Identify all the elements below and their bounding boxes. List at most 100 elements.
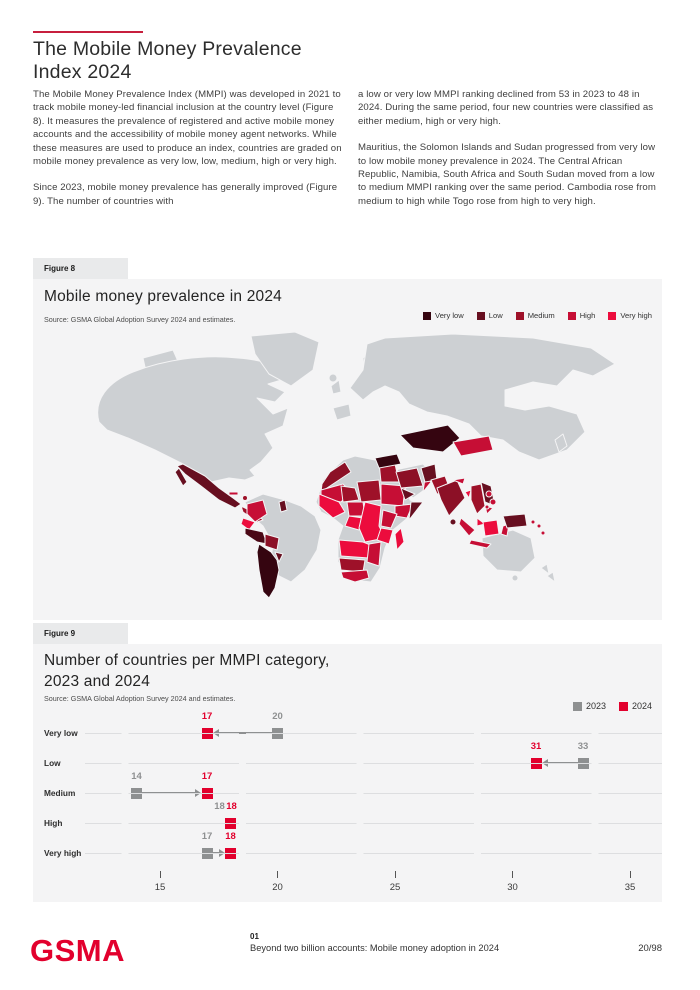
value-label-2023: 18 <box>214 801 225 812</box>
legend-item-high: High <box>567 311 596 320</box>
row-gridline <box>85 733 662 734</box>
map-region-peru <box>244 527 268 545</box>
x-tick-30 <box>512 871 513 878</box>
paragraph: Mauritius, the Solomon Islands and Sudan… <box>358 142 656 207</box>
map-region-madagascar <box>394 527 405 551</box>
map-region-borneo <box>482 519 500 537</box>
map-region-paraguay <box>274 551 284 563</box>
x-tick-label-25: 25 <box>389 882 401 893</box>
figure8-tab: Figure 8 <box>33 258 128 279</box>
legend-item-2024: 2024 <box>618 701 652 711</box>
map-region-bangladesh <box>464 489 472 499</box>
map-region-new-zealand-south <box>546 571 556 583</box>
row-label-medium: Medium <box>44 788 76 798</box>
paragraph: a low or very low MMPI ranking declined … <box>358 89 654 127</box>
map-region-yemen <box>400 487 416 501</box>
row-label-very-high: Very high <box>44 848 82 858</box>
map-region-myanmar-thailand <box>470 483 486 515</box>
map-region-mexico <box>176 463 242 509</box>
map-region-eurasia <box>349 333 616 461</box>
map-region-iberia <box>332 403 352 421</box>
page-title-line1: The Mobile Money Prevalence <box>33 38 302 60</box>
x-tick-label-15: 15 <box>154 882 166 893</box>
map-region-bolivia <box>264 533 280 551</box>
map-region-tasmania <box>511 574 519 582</box>
legend-swatch <box>618 701 628 711</box>
map-region-turkey <box>374 453 402 469</box>
figure8-source: Source: GSMA Global Adoption Survey 2024… <box>44 315 236 324</box>
row-gridline <box>85 793 662 794</box>
figure8-title: Mobile money prevalence in 2024 <box>44 288 282 305</box>
map-region-niger-chad <box>356 479 382 503</box>
value-label-2023: 33 <box>577 741 589 752</box>
map-region-sri-lanka <box>449 518 457 526</box>
map-region-guinea-coast <box>318 493 346 519</box>
map-region-solomon-2 <box>536 523 542 529</box>
footer-chapter: 01 <box>250 932 259 941</box>
legend-swatch <box>608 311 617 320</box>
map-region-zimbabwe-mozambique <box>366 541 382 567</box>
value-label-2024: 17 <box>201 711 213 722</box>
value-label-2024: 18 <box>226 801 237 812</box>
map-region-kazakhstan <box>399 424 461 453</box>
paragraph: The Mobile Money Prevalence Index (MMPI)… <box>33 89 342 168</box>
map-region-namibia-botswana <box>338 557 366 573</box>
map-region-hispaniola <box>242 495 248 501</box>
value-label-2023: 17 <box>201 831 213 842</box>
world-map <box>97 331 616 599</box>
x-tick-35 <box>629 871 631 878</box>
footer-page-number: 20/98 <box>638 943 662 954</box>
row-gridline <box>85 853 662 854</box>
x-tick-20 <box>277 871 278 878</box>
map-region-mongolia <box>452 435 494 457</box>
map-region-solomon-1 <box>530 519 536 525</box>
map-region-uganda-kenya <box>380 509 398 529</box>
map-region-guyanas <box>278 499 288 513</box>
paragraph: Since 2023, mobile money prevalence has … <box>33 182 338 207</box>
map-region-mali-burkina <box>340 485 360 503</box>
legend-label: Very high <box>620 311 652 320</box>
legend-item-very-low: Very low <box>423 311 464 320</box>
map-region-baja <box>174 467 188 487</box>
map-region-new-zealand <box>540 563 550 575</box>
page-title: The Mobile Money Prevalence Index 2024 <box>33 38 433 84</box>
row-label-low: Low <box>44 758 61 768</box>
body-column-left: The Mobile Money Prevalence Index (MMPI)… <box>33 88 342 221</box>
legend-swatch <box>567 311 576 320</box>
x-tick-label-20: 20 <box>272 882 283 893</box>
map-region-java <box>468 539 492 549</box>
x-tick-15 <box>159 871 161 878</box>
value-label-2024: 18 <box>225 831 236 842</box>
page-title-line2: Index 2024 <box>33 61 132 83</box>
map-region-somalia <box>408 501 424 521</box>
row-label-high: High <box>44 818 63 828</box>
map-region-nepal <box>452 477 466 485</box>
figure8-legend: Very low Low Medium High Very high <box>423 311 652 320</box>
body-column-right: a low or very low MMPI ranking declined … <box>358 88 664 221</box>
x-tick-25 <box>394 871 396 878</box>
map-region-tanzania <box>376 527 394 545</box>
figure9-panel: Number of countries per MMPI category, 2… <box>33 644 662 902</box>
legend-label: Low <box>488 311 503 320</box>
legend-label: Medium <box>527 311 555 320</box>
legend-swatch <box>476 311 485 320</box>
value-label-2024: 31 <box>530 741 542 752</box>
map-region-philippines-1 <box>485 490 493 498</box>
legend-label: High <box>579 311 596 320</box>
map-region-australia <box>481 529 536 573</box>
map-region-greenland <box>250 331 320 387</box>
map-region-north-america <box>97 356 289 483</box>
map-region-south-africa <box>340 569 370 583</box>
figure9-title-line2: 2023 and 2024 <box>44 673 151 690</box>
legend-swatch <box>572 701 582 711</box>
map-region-sumatra <box>458 517 476 537</box>
map-region-chile-argentina <box>256 543 280 599</box>
map-region-papua-new-guinea <box>502 513 528 529</box>
map-region-india <box>436 479 466 517</box>
map-region-morocco-wsahara <box>320 461 352 493</box>
dumbbell-plot: 20 17 33 31 14 17 18 18 17 18 15 20 25 30 35 <box>130 711 662 898</box>
map-region-japan <box>554 433 568 453</box>
map-region-cameroon-gabon <box>344 515 364 531</box>
title-accent-rule <box>33 31 143 33</box>
